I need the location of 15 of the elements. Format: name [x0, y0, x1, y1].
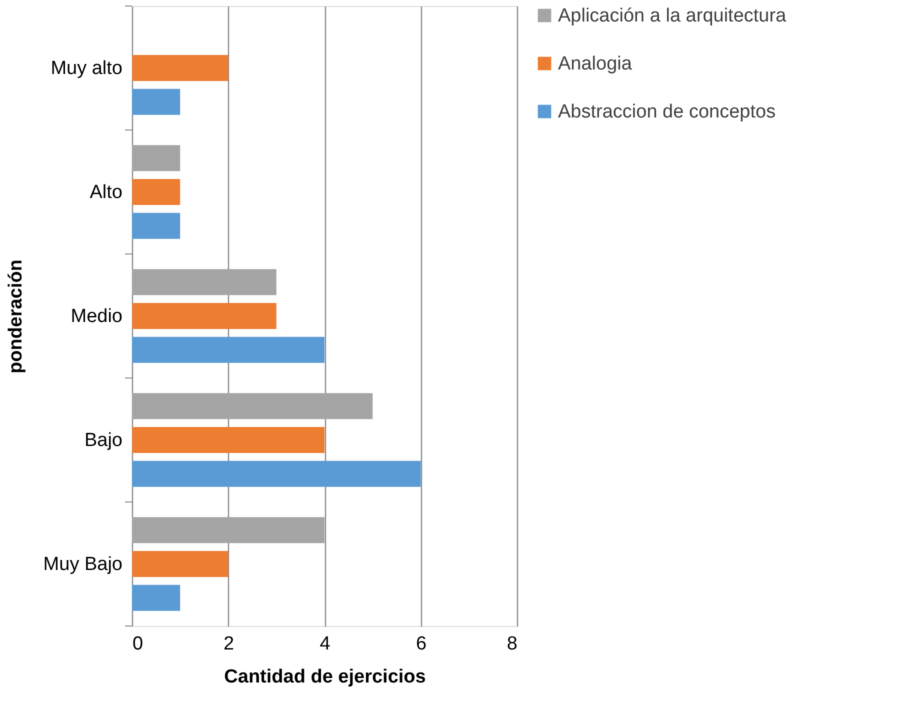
legend-label: Aplicación a la arquitectura — [558, 6, 787, 26]
y-tick-label: Muy alto — [50, 58, 122, 79]
legend-label: Abstraccion de conceptos — [558, 102, 776, 122]
y-tick-label: Alto — [90, 182, 122, 203]
x-tick-label: 2 — [223, 634, 234, 654]
x-tick-label: 8 — [506, 634, 518, 654]
y-tick-label: Muy Bajo — [43, 554, 122, 575]
y-tick-label: Bajo — [84, 430, 122, 451]
y-tick-label: Medio — [70, 306, 122, 327]
x-tick-label: 0 — [132, 634, 144, 654]
legend-label: Analogia — [558, 54, 632, 74]
x-tick-label: 4 — [320, 634, 331, 654]
x-axis-title: Cantidad de ejercicios — [224, 666, 426, 688]
y-axis-title: ponderación — [5, 259, 26, 374]
x-tick-label: 6 — [416, 634, 427, 654]
